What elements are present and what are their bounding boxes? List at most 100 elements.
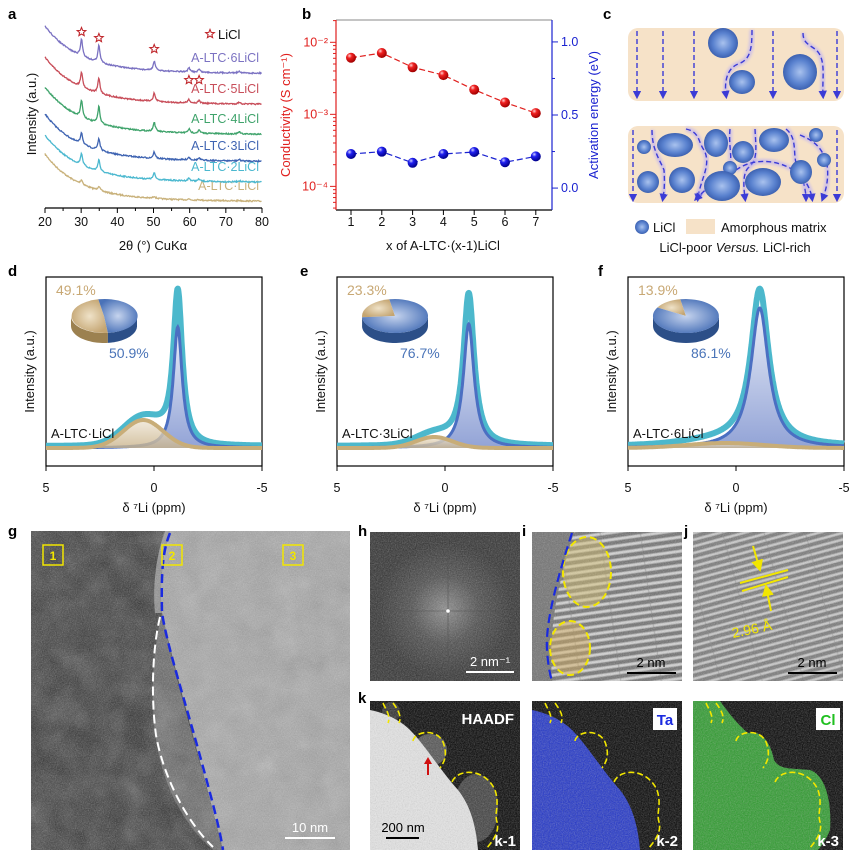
crystalline-domain-1 [562, 536, 612, 608]
activation-energy-point [469, 146, 480, 157]
x-axis-label: δ ⁷Li (ppm) [413, 500, 476, 515]
cl-label-box [816, 708, 840, 730]
x-axis-label: δ ⁷Li (ppm) [122, 500, 185, 515]
ion-pathway-arrow [651, 129, 668, 203]
licl-outline [392, 702, 401, 724]
xrd-series-line [44, 134, 262, 184]
conductivity-point [346, 52, 356, 63]
activation-energy-point [530, 151, 541, 162]
licl-particle [657, 133, 693, 157]
noise [31, 531, 350, 850]
licl-particle [817, 153, 831, 167]
xrd-series-label: A-LTC·6LiCl [191, 51, 259, 65]
hrtem-image-j: 2.96 Å 2 nm [693, 532, 843, 681]
white-dashed-boundary [151, 616, 214, 848]
k3-label: k-3 [817, 833, 839, 850]
scale-bar-h-label: 2 nm⁻¹ [470, 654, 511, 669]
ion-pathway-glow [723, 29, 755, 96]
down-arrow-icon [751, 545, 763, 572]
xrd-series-line [44, 87, 262, 136]
conductivity-axis-label: Conductivity (S cm⁻¹) [278, 53, 293, 177]
panel-label-g: g [8, 523, 17, 540]
cl-label: Cl [821, 712, 836, 729]
licl-particle [729, 70, 755, 94]
x-tick-label: 5 [625, 481, 632, 495]
nmr-panels: 5 0 -5 δ ⁷Li (ppm) Intensity (a.u.) A-LTC·LiC… [22, 276, 850, 515]
licl-outline [735, 731, 770, 769]
activation-energy-point [407, 157, 418, 168]
licl-particle [637, 140, 651, 154]
b-x-tick-label: 6 [502, 215, 509, 229]
licl-percent-label: 86.1% [691, 345, 731, 361]
conductivity-chart: Conductivity (S cm⁻¹) Activation energy … [278, 19, 601, 253]
panel-label-f: f [598, 263, 604, 280]
licl-outline [715, 702, 724, 724]
xrd-x-tick-label: 80 [255, 215, 269, 229]
nmr-chart-d: 5 0 -5 δ ⁷Li (ppm) Intensity (a.u.) A-LTC·LiC… [22, 276, 268, 515]
activation-energy-point [438, 149, 449, 160]
noise [693, 532, 843, 681]
xrd-series-line [44, 56, 262, 106]
amorphous-component-fill [46, 420, 262, 448]
eds-maps-k: HAADF k-1 200 nm Ta k-2 Cl k-3 [370, 701, 843, 850]
noise [370, 532, 520, 681]
b-x-tick-label: 3 [409, 215, 416, 229]
licl-particle [669, 167, 695, 193]
xrd-chart: Intensity (a.u.) 2θ (°) CuKα LiCl 20 30 40… [24, 25, 269, 253]
licl-particle [704, 171, 740, 201]
star-icon [93, 32, 105, 43]
b-x-axis-label: x of A-LTC·(x-1)LiCl [386, 238, 500, 253]
ion-pathway-arrow [740, 128, 757, 203]
experimental-spectrum [334, 289, 556, 449]
legend-licl-label: LiCl [653, 220, 676, 235]
activation-energy-point [346, 149, 356, 160]
amorphous-component-line [628, 441, 844, 450]
caption-versus: Versus. [716, 240, 760, 255]
pie-slice-amorphous [71, 299, 108, 333]
blue-dashed-boundary [160, 532, 225, 850]
cl-map: Cl k-3 [693, 701, 843, 850]
scale-bar-i-label: 2 nm [637, 655, 666, 670]
y-axis-label: Intensity (a.u.) [604, 330, 619, 412]
pie-slice-licl [98, 298, 138, 333]
x-tick-label: 0 [151, 481, 158, 495]
conductivity-tick-label: 10⁻² [303, 35, 328, 49]
matrix-legend-swatch [686, 219, 715, 234]
legend-star-icon [204, 28, 216, 39]
fringe-line-1 [739, 569, 789, 584]
panel-label-k: k [358, 690, 367, 707]
schematic-diagram: LiCl Amorphous matrix LiCl-poor Versus. … [628, 28, 844, 255]
licl-outline [554, 702, 563, 724]
conductivity-tick-label: 10⁻³ [303, 107, 328, 121]
licl-percent-label: 50.9% [109, 345, 149, 361]
x-tick-label: 0 [733, 481, 740, 495]
xrd-x-tick-label: 40 [110, 215, 124, 229]
licl-particles [637, 28, 831, 201]
star-icon [193, 74, 205, 85]
noise [532, 532, 682, 681]
licl-outline [382, 702, 390, 724]
b-x-tick-label: 5 [471, 215, 478, 229]
fft-image-h: 2 nm⁻¹ [370, 532, 520, 681]
licl-particle [708, 28, 738, 58]
b-x-tick-label: 4 [440, 215, 447, 229]
pie-side-licl [653, 316, 719, 343]
fringe-line-2 [741, 576, 789, 592]
licl-particle [759, 128, 789, 152]
star-icon [148, 43, 160, 54]
pie-slice-amorphous [362, 299, 395, 318]
xrd-x-axis-label: 2θ (°) CuKα [119, 238, 188, 253]
xrd-series-label: A-LTC·2LiCl [191, 160, 259, 174]
scale-bar-k-label: 200 nm [381, 820, 424, 835]
ta-label-box [653, 708, 677, 730]
x-tick-label: -5 [256, 481, 267, 495]
ion-pathway-arrow [802, 32, 827, 100]
licl-particle [783, 54, 817, 90]
amorphous-component-line [337, 435, 553, 450]
xrd-series-line [44, 113, 262, 163]
y-axis-label: Intensity (a.u.) [313, 330, 328, 412]
licl-particle [809, 128, 823, 142]
sample-label: A-LTC·6LiCl [633, 426, 704, 441]
x-axis-label: δ ⁷Li (ppm) [704, 500, 767, 515]
conductivity-point [376, 48, 387, 59]
